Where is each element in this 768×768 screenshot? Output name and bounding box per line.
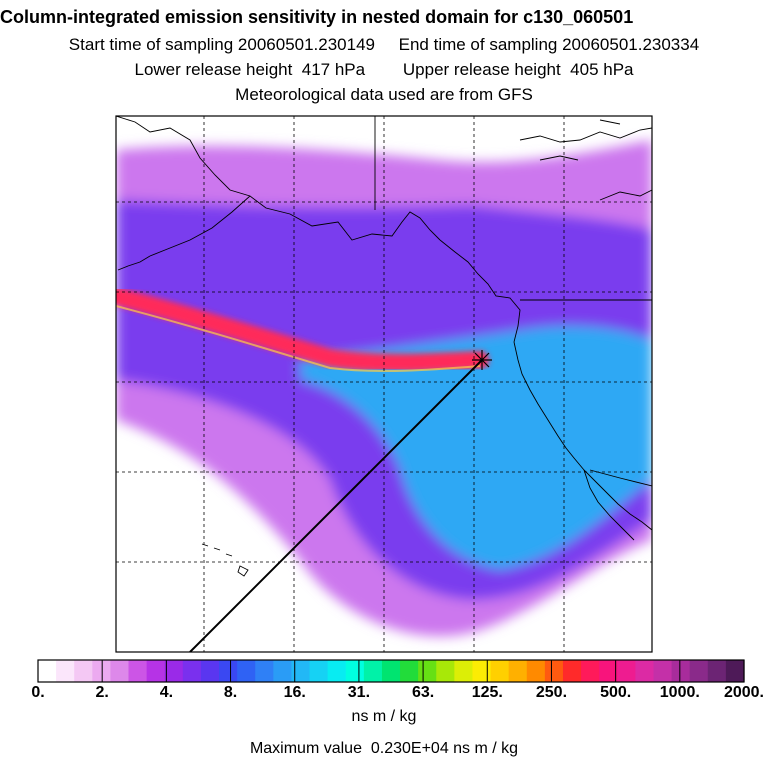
colorbar-tick-label: 0. bbox=[31, 684, 45, 701]
colorbar-tick-label: 8. bbox=[223, 684, 238, 701]
colorbar-tick-label: 31. bbox=[347, 684, 371, 701]
colorbar-swatch bbox=[635, 660, 655, 682]
us-mexico-border bbox=[589, 469, 652, 487]
arctic-islands bbox=[519, 119, 652, 161]
colorbar-swatch bbox=[255, 660, 274, 682]
colorbar-swatch bbox=[38, 660, 57, 682]
colorbar-swatch bbox=[345, 660, 365, 682]
colorbar-swatch bbox=[581, 660, 600, 682]
colorbar-swatch bbox=[490, 660, 510, 682]
colorbar-swatch bbox=[363, 660, 383, 682]
colorbar-swatch bbox=[707, 660, 727, 682]
colorbar-swatch bbox=[400, 660, 419, 682]
colorbar-tick-label: 2. bbox=[95, 684, 109, 701]
colorbar-swatch bbox=[562, 660, 582, 682]
colorbar-swatch bbox=[219, 660, 238, 682]
colorbar-swatch bbox=[544, 660, 564, 682]
colorbar-swatch bbox=[689, 660, 709, 682]
colorbar-swatch bbox=[381, 660, 401, 682]
colorbar-ticks bbox=[37, 660, 745, 682]
bc-coast bbox=[439, 239, 521, 343]
colorbar-swatch bbox=[599, 660, 618, 682]
met-data-line: Meteorological data used are from GFS bbox=[235, 85, 533, 104]
colorbar-swatch bbox=[146, 660, 166, 682]
colorbar-swatch bbox=[508, 660, 528, 682]
alaska-coast bbox=[116, 116, 441, 241]
colorbar-swatch bbox=[237, 660, 256, 682]
colorbar-swatch bbox=[200, 660, 220, 682]
colorbar-swatch bbox=[291, 660, 311, 682]
flight-track bbox=[189, 359, 483, 652]
colorbar-swatch bbox=[92, 660, 112, 682]
colorbar-swatch bbox=[273, 660, 293, 682]
colorbar-tick-label: 2000. bbox=[723, 684, 764, 701]
release-height-line: Lower release height 417 hPa Upper relea… bbox=[134, 60, 634, 79]
colorbar-swatch bbox=[164, 660, 184, 682]
colorbar-tick-label: 250. bbox=[535, 684, 568, 701]
colorbar-swatch bbox=[617, 660, 636, 682]
colorbar-tick-label: 125. bbox=[471, 684, 503, 701]
colorbar-swatch bbox=[182, 660, 202, 682]
map-title: Column-integrated emission sensitivity i… bbox=[0, 7, 634, 27]
colorbar-tick-label: 4. bbox=[159, 684, 174, 701]
colorbar-swatch bbox=[436, 660, 455, 682]
colorbar-tick-label: 500. bbox=[600, 684, 632, 701]
colorbar-units: ns m / kg bbox=[351, 708, 417, 725]
colorbar-swatch bbox=[74, 660, 93, 682]
colorbar-swatch bbox=[725, 660, 745, 682]
colorbar-swatch bbox=[327, 660, 347, 682]
baja-peninsula bbox=[583, 469, 635, 541]
colorbar-swatch bbox=[418, 660, 437, 682]
alaska-peninsula bbox=[149, 195, 251, 257]
hudson-coast bbox=[599, 189, 652, 201]
transport-band bbox=[116, 287, 489, 372]
colorbar-tick-label: 16. bbox=[283, 684, 306, 701]
colorbar-swatch bbox=[671, 660, 691, 682]
transport-band-edge bbox=[116, 305, 481, 373]
colorbar-swatch bbox=[472, 660, 492, 682]
colorbar-swatch bbox=[56, 660, 75, 682]
colorbar-tick-label: 63. bbox=[411, 684, 435, 701]
release-point-marker bbox=[472, 350, 492, 370]
sampling-time-line: Start time of sampling 20060501.230149 E… bbox=[68, 35, 700, 54]
colorbar-swatch bbox=[653, 660, 673, 682]
colorbar-swatch bbox=[110, 660, 130, 682]
colorbar-swatch bbox=[454, 660, 474, 682]
max-value-label: Maximum value 0.230E+04 ns m / kg bbox=[249, 740, 519, 757]
colorbar-swatch bbox=[526, 660, 546, 682]
aleutian-chain bbox=[117, 255, 151, 271]
map-frame bbox=[115, 115, 653, 653]
colorbar-swatch bbox=[309, 660, 329, 682]
colorbar-swatches bbox=[38, 660, 745, 682]
hawaii-islands bbox=[201, 543, 249, 577]
colorbar-swatch bbox=[128, 660, 148, 682]
colorbar-tick-label: 1000. bbox=[659, 684, 700, 701]
